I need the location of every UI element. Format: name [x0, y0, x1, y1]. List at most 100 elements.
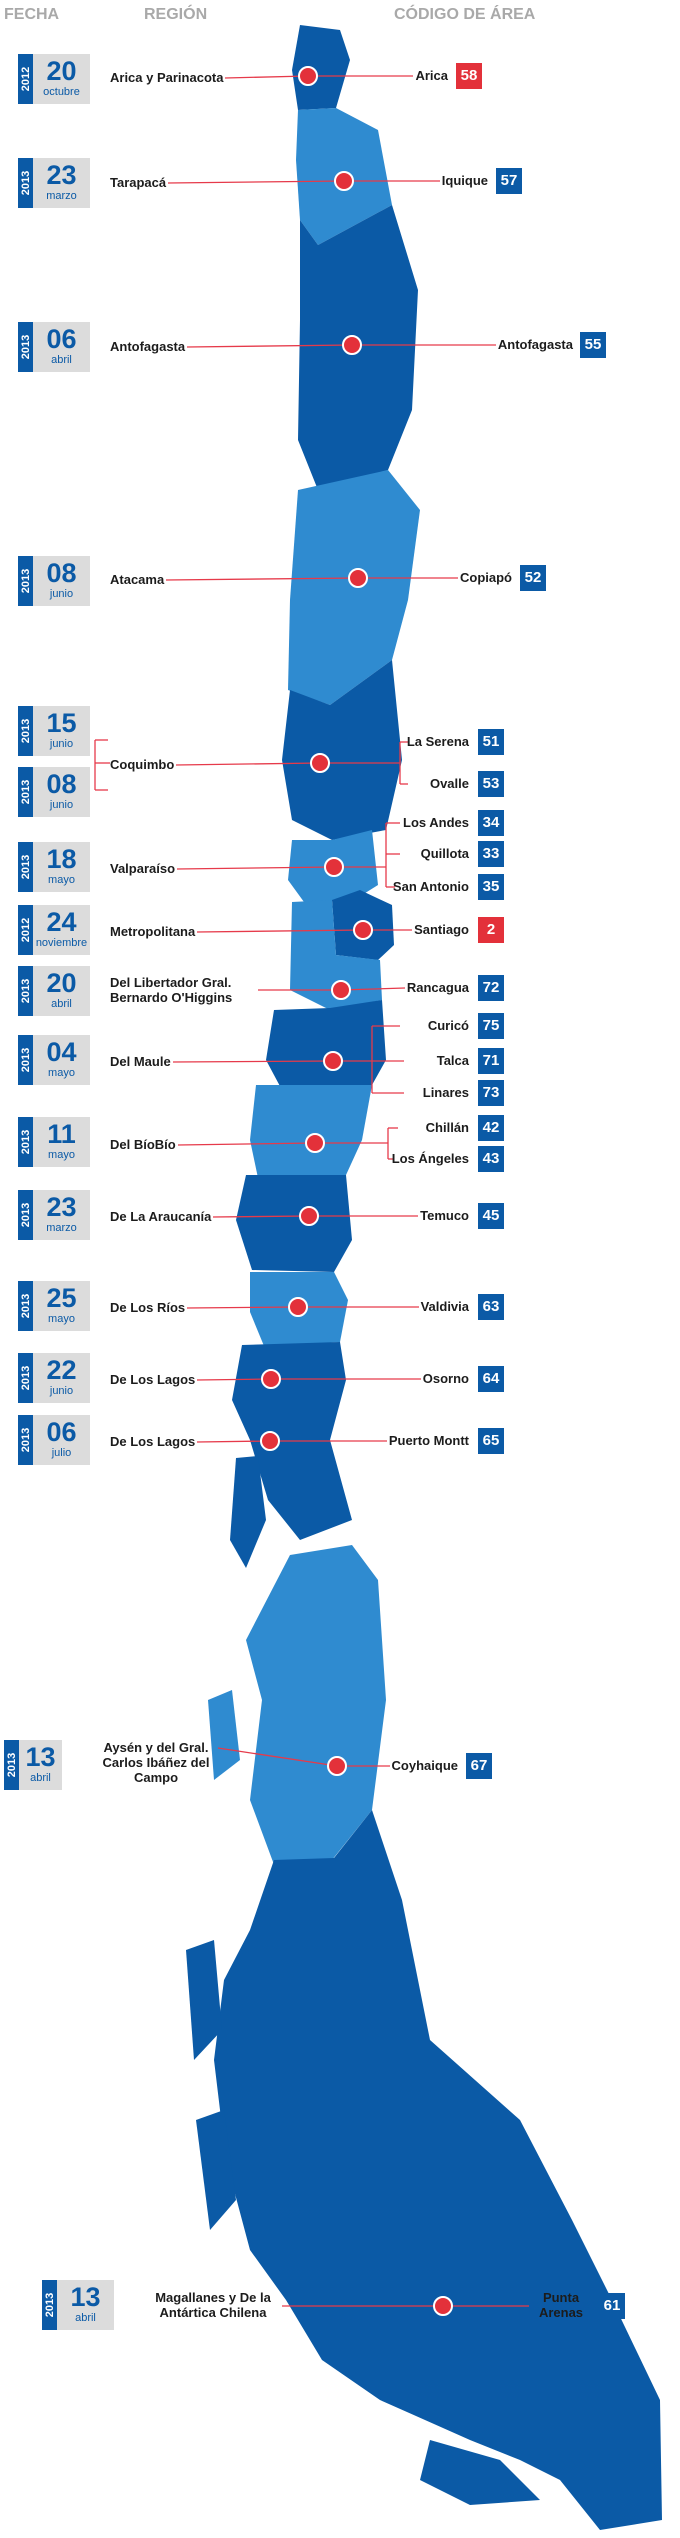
- year-label: 2013: [19, 718, 32, 744]
- region-marker-dot: [327, 1756, 347, 1776]
- date-year: 2012: [18, 54, 33, 104]
- date-year: 2013: [18, 1117, 33, 1167]
- area-code-badge: 33: [478, 841, 504, 867]
- area-code-badge: 53: [478, 771, 504, 797]
- date-badge: 2012 24 noviembre: [18, 905, 90, 955]
- date-day: 25: [46, 1283, 77, 1313]
- region-label: Aysén y del Gral. Carlos Ibáñez del Camp…: [102, 1740, 210, 1785]
- city-label: Ovalle: [429, 776, 469, 791]
- date-badge: 2013 22 junio: [18, 1353, 90, 1403]
- date-month: abril: [51, 998, 72, 1010]
- date-year: 2013: [18, 322, 33, 372]
- date-day: 13: [25, 1742, 56, 1772]
- year-label: 2012: [19, 66, 32, 92]
- island-shape: [208, 1690, 240, 1780]
- region-label: Del Maule: [110, 1054, 171, 1069]
- region-marker-dot: [323, 1051, 343, 1071]
- date-month: abril: [75, 2312, 96, 2324]
- island-shape: [186, 1940, 222, 2060]
- year-label: 2013: [19, 978, 32, 1004]
- date-day: 20: [46, 56, 77, 86]
- city-label: Quillota: [420, 846, 469, 861]
- city-label: Copiapó: [460, 570, 512, 585]
- date-year: 2013: [18, 767, 33, 817]
- region-label: Del Libertador Gral. Bernardo O'Higgins: [110, 975, 233, 1005]
- date-year: 2013: [42, 2280, 57, 2330]
- region-marker-dot: [331, 980, 351, 1000]
- date-day: 20: [46, 968, 77, 998]
- island-shape: [196, 2110, 236, 2230]
- date-year: 2013: [18, 1415, 33, 1465]
- city-label: Chillán: [425, 1120, 469, 1135]
- year-label: 2013: [19, 568, 32, 594]
- area-code-badge: 43: [478, 1146, 504, 1172]
- year-label: 2013: [43, 2292, 56, 2318]
- date-year: 2013: [18, 842, 33, 892]
- island-shape: [420, 2440, 540, 2505]
- header-codigo: CÓDIGO DE ÁREA: [394, 6, 536, 23]
- region-marker-dot: [298, 66, 318, 86]
- city-label: Valdivia: [420, 1299, 469, 1314]
- date-month: junio: [49, 1385, 74, 1397]
- date-day: 22: [46, 1355, 77, 1385]
- year-label: 2013: [19, 1047, 32, 1073]
- region-leader-line: [177, 1142, 316, 1146]
- area-code-badge: 34: [478, 810, 504, 836]
- region-shape-ohiggins: [290, 900, 382, 1010]
- region-marker-dot: [260, 1431, 280, 1451]
- date-year: 2013: [18, 556, 33, 606]
- region-leader-line: [176, 866, 335, 870]
- area-code-badge: 58: [456, 63, 482, 89]
- region-shape-biobio: [250, 1085, 372, 1178]
- region-shape-magallanes: [214, 1810, 662, 2530]
- year-label: 2013: [5, 1752, 18, 1778]
- date-month: mayo: [48, 1313, 75, 1325]
- date-day: 18: [46, 844, 77, 874]
- area-code-badge: 61: [599, 2293, 625, 2319]
- header-region: REGIÓN: [144, 6, 208, 23]
- date-month: noviembre: [35, 937, 88, 949]
- region-marker-dot: [353, 920, 373, 940]
- date-year: 2012: [18, 905, 33, 955]
- year-label: 2012: [19, 917, 32, 943]
- area-code-badge: 57: [496, 168, 522, 194]
- region-leader-line: [165, 577, 359, 581]
- region-leader-line: [212, 1215, 310, 1218]
- region-label: Valparaíso: [110, 861, 176, 876]
- region-leader-line: [172, 1060, 334, 1063]
- date-day: 24: [46, 907, 77, 937]
- city-label: Linares: [422, 1085, 469, 1100]
- date-month: mayo: [48, 1149, 75, 1161]
- region-label: Metropolitana: [110, 924, 196, 939]
- header-fecha: FECHA: [4, 6, 60, 23]
- date-day: 06: [46, 324, 77, 354]
- date-year: 2013: [18, 1190, 33, 1240]
- region-shape-coquimbo: [282, 660, 402, 840]
- date-badge: 2013 06 abril: [18, 322, 90, 372]
- date-day: 11: [47, 1119, 76, 1149]
- city-label: Osorno: [422, 1371, 469, 1386]
- city-label: Rancagua: [406, 980, 469, 995]
- city-label: Arica: [415, 68, 448, 83]
- area-code-badge: 72: [478, 975, 504, 1001]
- date-year: 2013: [18, 706, 33, 756]
- date-year: 2013: [4, 1740, 19, 1790]
- date-month: mayo: [48, 874, 75, 886]
- date-badge: 2013 23 marzo: [18, 158, 90, 208]
- region-marker-dot: [310, 753, 330, 773]
- region-label: Del BíoBío: [110, 1137, 176, 1152]
- date-month: mayo: [48, 1067, 75, 1079]
- region-leader-line: [196, 1440, 271, 1443]
- date-day: 06: [46, 1417, 77, 1447]
- date-month: junio: [49, 799, 74, 811]
- region-shape-aysen: [246, 1545, 386, 1870]
- region-leader-line: [186, 1306, 299, 1309]
- date-day: 23: [46, 160, 77, 190]
- region-marker-dot: [324, 857, 344, 877]
- region-shape-arica: [292, 25, 350, 110]
- city-label: Coyhaique: [391, 1758, 458, 1773]
- date-badge: 2013 25 mayo: [18, 1281, 90, 1331]
- year-label: 2013: [19, 334, 32, 360]
- date-badge: 2012 20 octubre: [18, 54, 90, 104]
